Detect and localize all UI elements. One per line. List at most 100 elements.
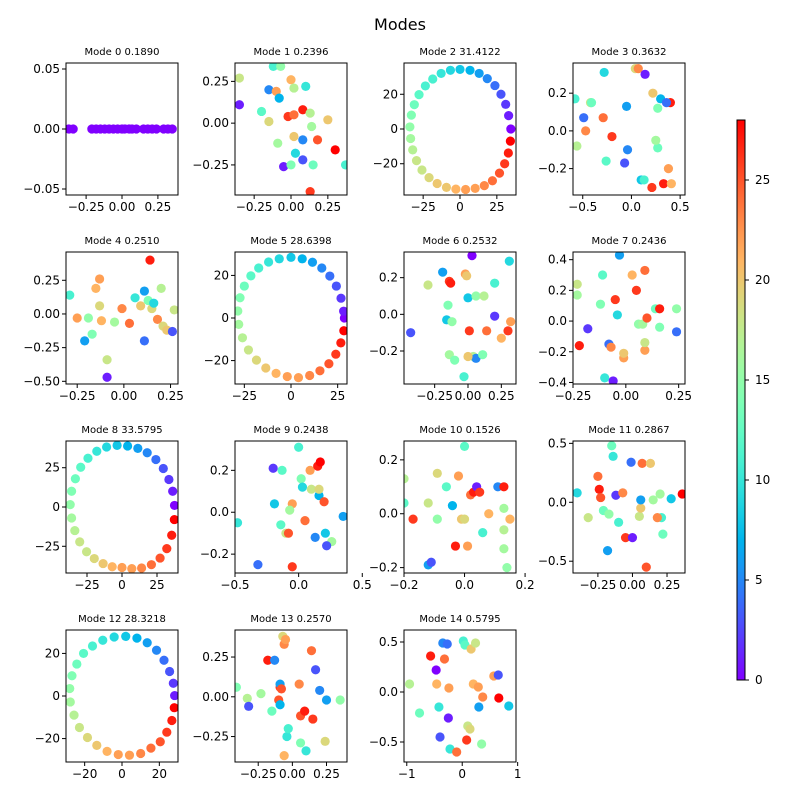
scatter-point — [404, 474, 409, 484]
scatter-point — [263, 655, 273, 665]
scatter-point — [633, 64, 643, 74]
scatter-point — [235, 306, 243, 316]
scatter-point — [583, 324, 593, 334]
scatter-point — [310, 532, 320, 542]
scatter-point — [671, 304, 682, 314]
scatter-point — [581, 126, 591, 136]
scatter-point — [167, 530, 177, 540]
scatter-point — [112, 441, 122, 450]
scatter-point — [159, 655, 169, 665]
scatter-point — [666, 494, 676, 504]
scatter-point — [307, 257, 318, 267]
scatter-point — [239, 281, 249, 291]
scatter-point — [66, 500, 75, 510]
scatter-point — [283, 724, 293, 734]
scatter-point — [87, 641, 98, 651]
x-tick-label: 0.00 — [619, 578, 646, 592]
scatter-point — [335, 695, 345, 705]
colorbar: 0 5 10 15 20 25 — [736, 119, 770, 687]
x-tick-label: 0.25 — [314, 200, 341, 214]
scatter-point — [253, 560, 263, 570]
scatter-point — [493, 670, 503, 680]
scatter-point — [251, 355, 262, 365]
x-tick-label: 0.25 — [665, 389, 692, 403]
x-tick-label: 0.5 — [671, 200, 690, 214]
points-layer — [406, 252, 516, 382]
scatter-point — [96, 316, 107, 326]
x-tick-label: 0.2 — [516, 578, 535, 592]
x-tick-label: −0.25 — [240, 767, 277, 781]
y-tick-label: −0.05 — [23, 182, 60, 196]
axes-frame — [403, 440, 517, 574]
scatter-point — [142, 448, 152, 458]
scatter-point — [81, 547, 92, 557]
scatter-point — [82, 732, 93, 743]
subplot-mode-2: Mode 2 31.4122 −25 0 25 −20 0 20 — [373, 47, 517, 214]
y-tick-label: 0.5 — [379, 635, 398, 649]
colorbar-gradient — [737, 120, 745, 680]
scatter-point — [133, 443, 143, 453]
scatter-point — [478, 350, 488, 360]
scatter-point — [459, 514, 470, 524]
scatter-point — [640, 69, 650, 79]
scatter-point — [475, 487, 485, 497]
scatter-point — [604, 509, 614, 519]
y-tick-label: 0 — [52, 500, 60, 514]
x-tick-label: 0 — [458, 767, 466, 781]
scatter-point — [237, 333, 248, 343]
x-tick-label: 0.0 — [455, 578, 474, 592]
scatter-point — [462, 735, 472, 745]
subplot-title: Mode 1 0.2396 — [254, 47, 329, 58]
scatter-point — [639, 175, 649, 185]
scatter-point — [432, 178, 442, 189]
scatter-point — [459, 372, 469, 382]
scatter-point — [151, 124, 162, 134]
scatter-point — [467, 252, 477, 261]
scatter-point — [504, 111, 514, 121]
scatter-point — [671, 327, 682, 337]
scatter-point — [477, 739, 487, 749]
y-tick-label: 0.0 — [379, 507, 398, 521]
scatter-point — [620, 158, 630, 168]
scatter-point — [286, 160, 296, 170]
scatter-point — [277, 465, 287, 475]
scatter-point — [596, 492, 606, 503]
y-tick-label: 0.5 — [548, 436, 567, 450]
scatter-point — [289, 110, 299, 120]
scatter-point — [484, 509, 494, 519]
scatter-point — [70, 525, 80, 536]
scatter-point — [169, 703, 178, 713]
scatter-point — [647, 182, 657, 193]
x-tick-label: 0.00 — [612, 389, 639, 403]
x-tick-label: −25 — [232, 389, 257, 403]
points-layer — [405, 64, 516, 195]
scatter-point — [268, 463, 278, 473]
scatter-point — [417, 165, 427, 175]
scatter-point — [113, 749, 123, 760]
scatter-point — [614, 517, 624, 527]
scatter-point — [75, 537, 85, 547]
scatter-point — [294, 679, 304, 689]
scatter-point — [305, 370, 315, 381]
scatter-point — [325, 271, 335, 281]
y-tick-label: 0.05 — [33, 62, 60, 76]
scatter-point — [640, 337, 650, 348]
scatter-point — [459, 441, 470, 451]
scatter-point — [658, 529, 668, 539]
scatter-point — [627, 270, 637, 280]
scatter-point — [499, 525, 509, 535]
scatter-point — [444, 683, 454, 693]
subplot-mode-6: Mode 6 0.2532 −0.25 0.00 0.25 −0.2 0.0 0.2 — [369, 236, 517, 403]
scatter-point — [626, 457, 636, 467]
scatter-point — [107, 562, 117, 572]
scatter-point — [323, 115, 333, 125]
scatter-point — [645, 458, 656, 468]
scatter-point — [595, 299, 606, 309]
y-tick-label: −0.25 — [23, 341, 60, 355]
scatter-point — [294, 442, 304, 452]
x-tick-label: −0.25 — [579, 578, 616, 592]
scatter-point — [443, 300, 453, 310]
x-tick-label: −0.25 — [236, 200, 273, 214]
scatter-point — [117, 303, 127, 314]
